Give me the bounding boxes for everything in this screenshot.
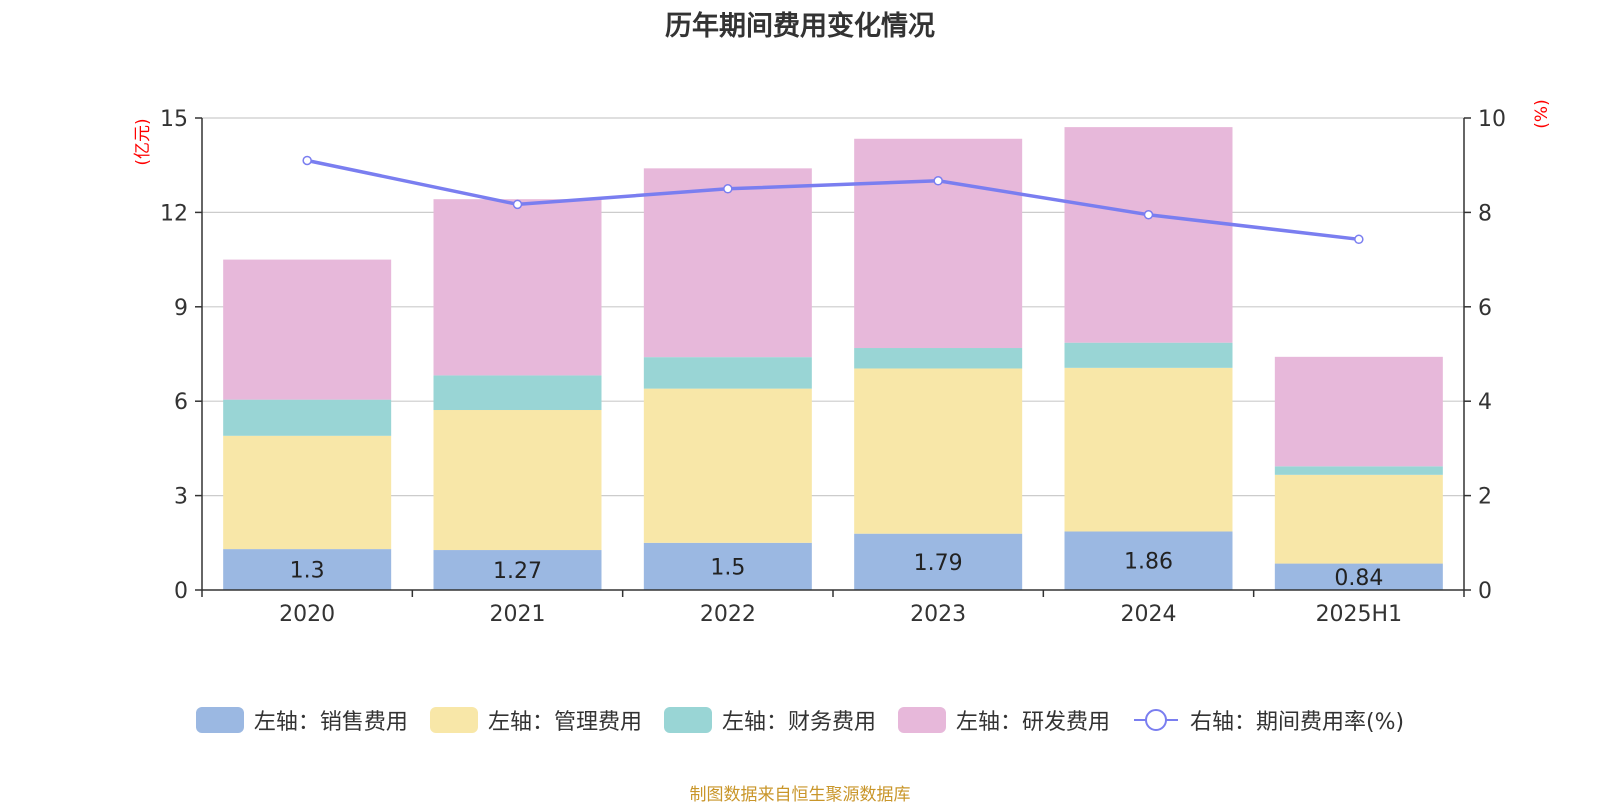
x-axis-tick-label: 2022 [700,602,756,627]
left-axis-tick-label: 6 [174,390,188,415]
rate-point [1354,234,1364,245]
left-axis-tick-label: 9 [174,296,188,321]
left-axis-tick-label: 12 [160,201,188,226]
bar-segment [643,168,812,358]
legend-swatch [429,707,478,733]
right-axis-tick-label: 6 [1478,296,1492,321]
bar-segment [223,259,392,400]
bar-segment [1274,474,1443,564]
right-axis-tick-label: 4 [1478,390,1492,415]
rate-line [306,158,1360,242]
legend-swatch [195,707,244,733]
bar-data-label: 1.3 [290,559,325,584]
source-note: 制图数据来自恒生聚源数据库 [689,785,911,805]
legend-line-marker-icon [1133,709,1178,731]
left-axis-tick-label: 15 [160,107,188,132]
bar-data-label: 1.5 [710,555,745,580]
bar-segment [854,348,1023,369]
bar-segment [223,549,392,590]
bar-segment [223,399,392,436]
legend-item[interactable]: 左轴：管理费用 [429,704,642,736]
bar-data-label: 1.27 [493,559,542,584]
right-axis-tick-label: 0 [1478,579,1492,604]
x-axis-tick-label: 2023 [910,602,966,627]
legend-label: 左轴：财务费用 [721,710,876,735]
legend-item[interactable]: 左轴：财务费用 [663,704,876,736]
bar-segment [433,550,602,590]
right-axis-tick-label: 8 [1478,201,1492,226]
bar-segment [643,542,812,590]
right-axis-tick-label: 2 [1478,485,1492,510]
bar-segment [433,410,602,551]
bar-segment [854,138,1023,349]
bar-data-label: 1.79 [914,551,963,576]
left-axis-unit: (亿元) [133,118,153,165]
bar-segment [1064,127,1233,343]
bar-segment [433,199,602,376]
x-axis-tick-label: 2021 [490,602,546,627]
bar-segment [854,533,1023,590]
legend-label: 左轴：销售费用 [253,710,408,735]
bar-segment [643,388,812,543]
right-axis-tick-label: 10 [1478,107,1506,132]
bar-segment [1274,563,1443,590]
bar-data-label: 0.84 [1334,566,1383,591]
legend-swatch [663,707,712,733]
bar-data-label: 1.86 [1124,550,1173,575]
legend-label: 右轴：期间费用率(%) [1189,710,1405,735]
right-axis-unit: (%) [1532,99,1552,128]
legend-swatch [897,707,946,733]
bar-segment [1064,342,1233,368]
bar-segment [643,357,812,389]
x-axis-tick-label: 2024 [1121,602,1177,627]
rate-point [1143,210,1154,220]
legend-item[interactable]: 左轴：销售费用 [195,704,408,736]
bar-segment [1274,356,1443,467]
left-axis-tick-label: 0 [174,579,188,604]
bar-segment [854,368,1023,534]
rate-point [302,155,312,166]
x-axis-tick-label: 2025H1 [1316,602,1403,627]
rate-point [723,184,733,194]
legend: 左轴：销售费用 左轴：管理费用 左轴：财务费用 左轴：研发费用 右轴：期间费用率(%) [0,704,1600,736]
x-axis-tick-label: 2020 [279,602,335,627]
legend-item[interactable]: 左轴：研发费用 [897,704,1110,736]
bar-segment [433,375,602,411]
legend-label: 左轴：管理费用 [487,710,642,735]
bar-segment [223,435,392,550]
left-axis-tick-label: 3 [174,485,188,510]
bar-segment [1064,531,1233,590]
bar-segment [1064,367,1233,532]
legend-item[interactable]: 右轴：期间费用率(%) [1132,704,1404,736]
legend-label: 左轴：研发费用 [955,710,1110,735]
rate-point [933,176,943,186]
rate-point [512,199,523,210]
bar-segment [1274,466,1443,475]
chart-title: 历年期间费用变化情况 [665,11,935,42]
